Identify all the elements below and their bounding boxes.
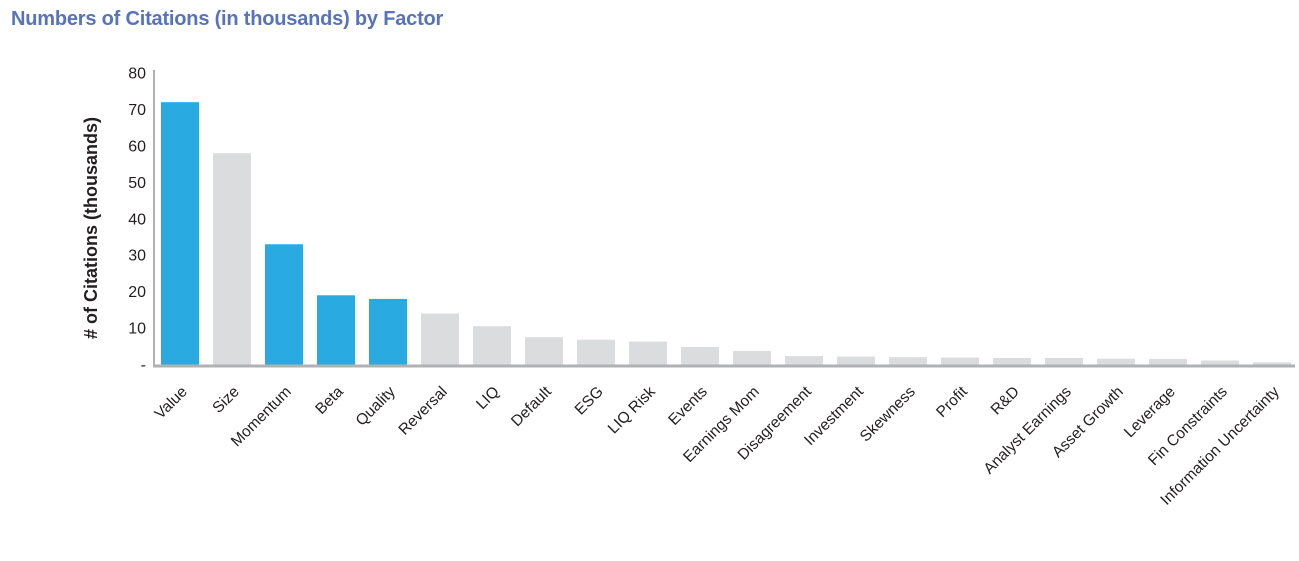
bar-size [213,153,251,365]
x-category-label: Default [508,383,555,430]
bar-liq-risk [629,341,667,365]
y-axis-title: # of Citations (thousands) [81,117,101,339]
x-category-label: Profit [933,383,971,421]
x-category-label: Quality [353,383,399,429]
bar-momentum [265,244,303,365]
x-category-label: Beta [312,383,347,418]
bar-quality [369,298,407,365]
bar-investment [837,356,875,365]
y-tick-label: 50 [128,175,146,192]
y-tick-label: 40 [128,211,146,228]
bar-profit [941,357,979,365]
bar-value [161,102,199,365]
bar-beta [317,295,355,365]
x-category-label: Skewness [857,383,919,445]
y-tick-label: 60 [128,138,146,155]
x-category-label: LIQ Risk [605,383,659,437]
x-category-label: Events [665,383,711,429]
y-tick-label: 30 [128,248,146,265]
bar-r-d [993,357,1031,365]
bar-disagreement [785,356,823,365]
x-category-label: Analyst Earnings [981,383,1075,477]
y-tick-label: 70 [128,102,146,119]
bar-default [525,337,563,365]
x-category-label: LIQ [473,383,503,413]
bar-analyst-earnings [1045,357,1083,365]
bar-information-uncertainty [1253,362,1291,365]
x-category-label: ESG [572,383,607,418]
y-tick-label: 20 [128,284,146,301]
x-category-label: Size [209,383,242,416]
bar-events [681,347,719,365]
chart-title: Numbers of Citations (in thousands) by F… [11,8,444,30]
bar-liq [473,326,511,365]
y-tick-label: - [141,357,146,374]
x-category-label: Value [152,383,191,422]
y-tick-label: 80 [128,66,146,83]
bar-asset-growth [1097,358,1135,365]
y-tick-label: 10 [128,321,146,338]
bar-leverage [1149,359,1187,365]
bar-earnings-mom [733,351,771,365]
bar-esg [577,339,615,365]
x-category-label: Reversal [396,383,451,438]
bar-reversal [421,313,459,365]
bar-skewness [889,357,927,365]
x-category-label: R&D [988,383,1023,418]
bar-fin-constraints [1201,360,1239,365]
